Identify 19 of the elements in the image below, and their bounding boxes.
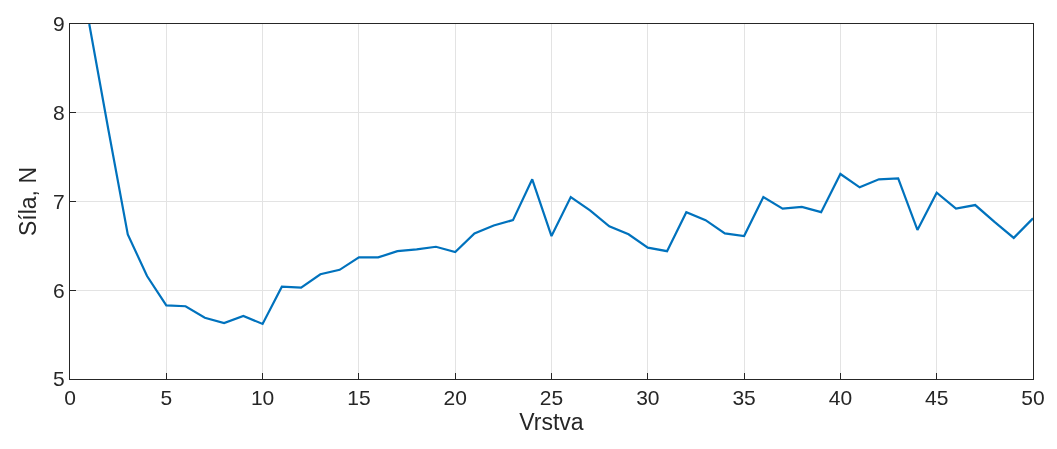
x-tick-label: 35 — [732, 386, 756, 410]
y-tick-label: 8 — [53, 101, 65, 125]
x-tick-label: 25 — [539, 386, 564, 410]
y-tick-label: 9 — [53, 12, 65, 36]
x-tick-label: 5 — [160, 386, 173, 410]
y-tick-label: 5 — [53, 367, 65, 391]
x-tick-label: 30 — [636, 386, 660, 410]
x-tick-label: 20 — [443, 386, 467, 410]
y-tick-label: 7 — [53, 189, 65, 213]
x-tick-label: 45 — [925, 386, 949, 410]
x-axis-title: Vrstva — [519, 409, 584, 436]
x-tick-label: 15 — [347, 386, 371, 410]
x-tick-label: 40 — [828, 386, 853, 410]
y-axis-title: Síla, N — [14, 166, 41, 237]
line-series — [88, 24, 1033, 326]
x-tick-label: 0 — [64, 386, 76, 410]
y-tick-label: 6 — [53, 278, 65, 302]
x-tick-label: 50 — [1021, 386, 1045, 410]
x-tick-label: 10 — [250, 386, 275, 410]
